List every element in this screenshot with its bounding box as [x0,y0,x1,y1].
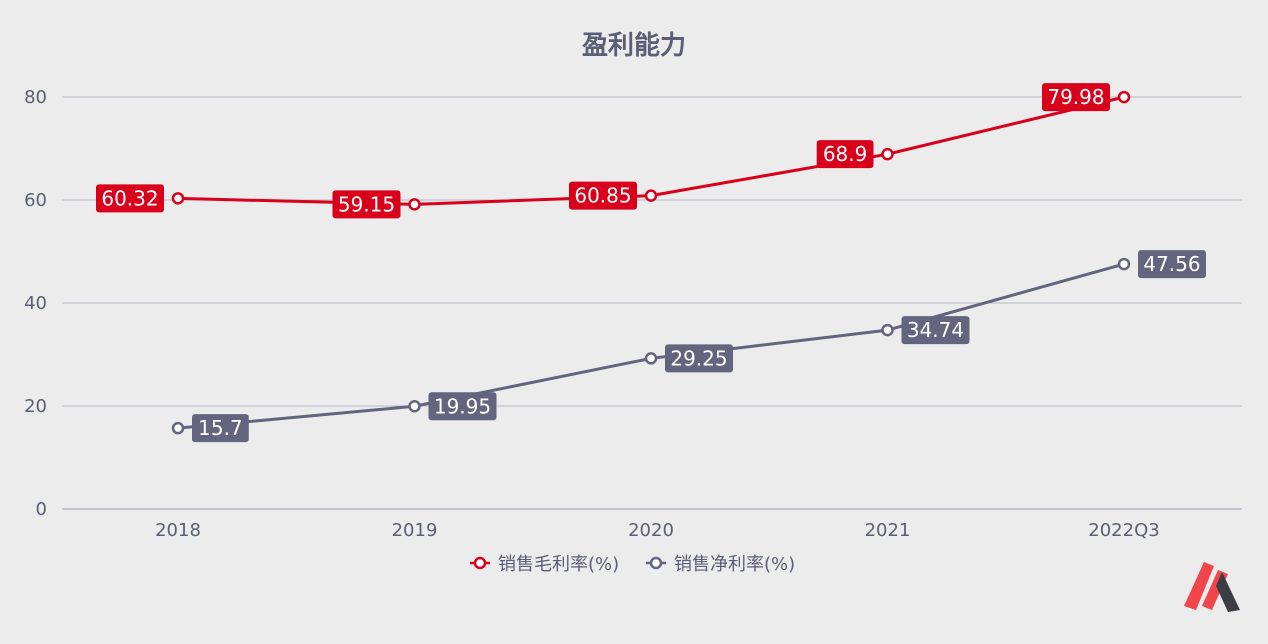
series-line [177,262,1125,430]
data-label-box [901,316,970,345]
data-label: 59.15 [338,192,395,216]
y-tick-label: 20 [24,396,47,417]
x-tick-label: 2022Q3 [1088,520,1159,541]
data-label-box [96,184,164,213]
data-point[interactable] [644,189,658,202]
data-label: 60.32 [101,186,158,210]
data-point[interactable] [1117,90,1131,104]
x-tick-label: 2021 [865,520,911,541]
data-point[interactable] [644,352,658,365]
y-tick-label: 0 [36,499,47,520]
data-label-box [1042,83,1110,112]
data-point[interactable] [881,323,894,337]
y-tick-label: 60 [24,190,47,211]
data-point[interactable] [171,421,185,435]
data-label-box [816,140,874,169]
x-tick-label: 2019 [392,520,438,541]
data-label-box [1138,250,1206,279]
data-label: 34.74 [907,318,964,342]
x-tick-label: 2018 [155,520,201,541]
legend-marker-icon [649,556,663,570]
data-point[interactable] [408,198,421,211]
x-tick-label: 2020 [628,520,674,541]
data-point[interactable] [171,192,185,205]
data-labels: 60.32 59.15 60.85 68.9 79.98 15.7 19.95 29.25 34… [96,83,1206,443]
data-label: 79.98 [1047,85,1104,109]
data-label: 60.85 [574,184,631,208]
data-label: 29.25 [670,346,727,370]
grid-lines [62,96,1242,510]
data-label: 68.9 [823,142,868,166]
legend-label: 销售净利率(%) [674,554,795,575]
data-label-box [428,392,497,421]
legend-label: 销售毛利率(%) [498,554,619,575]
x-axis: 2018 2019 2020 2021 2022Q3 [155,520,1160,541]
data-point[interactable] [1117,257,1131,271]
y-axis: 0 20 40 60 80 [24,87,47,520]
y-tick-label: 40 [24,293,47,314]
series-layer [171,90,1131,435]
data-label-box [192,414,249,443]
data-label: 47.56 [1143,252,1200,276]
data-label-box [332,190,401,219]
legend-item[interactable]: 销售毛利率(%) [470,554,619,575]
data-label: 15.7 [198,416,243,440]
legend[interactable]: 销售毛利率(%) 销售净利率(%) [470,554,795,575]
data-label: 19.95 [434,394,491,418]
legend-marker-icon [473,556,487,570]
y-tick-label: 80 [24,87,47,108]
data-label-box [665,344,733,373]
brand-logo-m-icon [1184,562,1240,612]
chart-title: 盈利能力 [581,30,686,61]
series-line [177,95,1125,206]
data-point[interactable] [408,400,421,413]
data-point[interactable] [881,147,894,161]
legend-item[interactable]: 销售净利率(%) [646,554,795,575]
data-label-box [569,181,637,210]
